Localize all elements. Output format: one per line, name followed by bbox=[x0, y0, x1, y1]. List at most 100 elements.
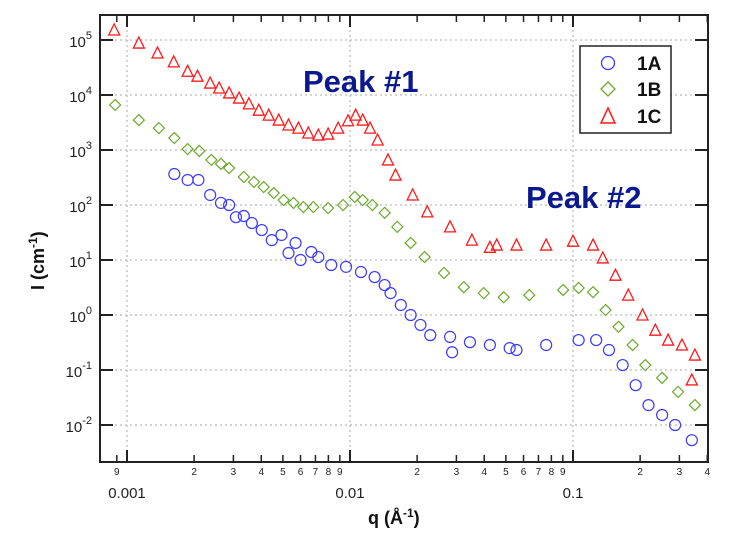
data-point-1a bbox=[223, 198, 236, 212]
axis-ticks: 0.001 0.01 0.19 2 3 4 5 6 7 8 9 2 3 4 5 6 7 8 9 2 3 410510410… bbox=[66, 15, 710, 502]
x-minor-tick-label: 7 bbox=[313, 467, 319, 478]
data-point-1b bbox=[497, 290, 511, 304]
data-point-1c bbox=[167, 54, 181, 68]
legend-label-1a: 1A bbox=[637, 54, 662, 75]
data-point-1c bbox=[291, 120, 305, 134]
data-point-1b bbox=[181, 142, 194, 156]
data-point-1b bbox=[378, 206, 391, 220]
data-point-1a bbox=[394, 298, 407, 312]
data-point-1a bbox=[572, 333, 585, 347]
data-point-1b bbox=[671, 385, 685, 399]
data-point-1c bbox=[688, 347, 702, 361]
data-point-1a bbox=[378, 278, 391, 292]
series-1c bbox=[107, 22, 702, 386]
data-point-1b bbox=[477, 286, 491, 300]
data-point-1c bbox=[311, 127, 325, 141]
data-point-1a bbox=[368, 270, 381, 284]
data-point-1c bbox=[675, 337, 689, 351]
data-point-1b bbox=[599, 303, 612, 317]
data-point-1c bbox=[190, 68, 205, 82]
data-point-1c bbox=[420, 204, 434, 218]
data-point-1a bbox=[255, 223, 268, 237]
data-point-1b bbox=[404, 236, 417, 250]
data-point-1a bbox=[424, 329, 437, 342]
data-point-1a bbox=[642, 399, 655, 412]
data-point-1a bbox=[685, 434, 698, 447]
data-point-1c bbox=[301, 125, 315, 139]
data-point-1c bbox=[621, 287, 635, 301]
data-point-1b bbox=[356, 193, 370, 207]
data-point-1c bbox=[232, 90, 246, 104]
data-point-1c bbox=[443, 219, 457, 233]
data-point-1b bbox=[586, 285, 600, 299]
plot-frame bbox=[99, 14, 709, 463]
data-point-1a bbox=[540, 338, 553, 352]
series-1b bbox=[108, 98, 702, 412]
data-point-1a bbox=[384, 287, 397, 300]
y-tick-label: 10-2 bbox=[66, 415, 92, 436]
data-point-1c bbox=[509, 237, 524, 251]
data-point-1b bbox=[222, 161, 236, 175]
data-point-1b bbox=[132, 113, 146, 127]
data-point-1a bbox=[229, 211, 243, 224]
y-tick-label: 101 bbox=[69, 250, 92, 271]
data-point-1b bbox=[366, 198, 379, 212]
data-point-1c bbox=[203, 75, 217, 89]
data-point-1a bbox=[404, 308, 417, 322]
data-point-1c bbox=[586, 237, 600, 251]
data-points bbox=[107, 22, 702, 447]
y-tick-label: 102 bbox=[69, 195, 92, 216]
data-point-1b bbox=[626, 338, 639, 352]
data-point-1b bbox=[556, 283, 570, 297]
data-point-1a bbox=[629, 379, 642, 392]
data-point-1a bbox=[214, 196, 228, 210]
data-point-1b bbox=[257, 180, 270, 194]
legend: 1A 1B 1C bbox=[579, 45, 672, 134]
data-point-1a bbox=[463, 336, 477, 349]
legend-marker-1c bbox=[599, 106, 617, 124]
data-point-1a bbox=[312, 250, 325, 264]
data-point-1c bbox=[252, 102, 266, 116]
x-tick-label: 0.1 bbox=[563, 485, 584, 502]
data-point-1a bbox=[168, 167, 181, 181]
y-tick-label: 105 bbox=[69, 30, 92, 51]
data-point-1c bbox=[465, 232, 479, 246]
data-point-1b bbox=[390, 220, 404, 234]
data-point-1a bbox=[443, 330, 457, 343]
data-point-1a bbox=[282, 246, 295, 260]
data-point-1c bbox=[321, 126, 335, 140]
data-point-1b bbox=[321, 201, 335, 215]
data-point-1c bbox=[262, 107, 276, 121]
data-point-1c bbox=[150, 45, 165, 59]
x-minor-tick-label: 2 bbox=[414, 467, 420, 478]
x-minor-tick-label: 3 bbox=[677, 467, 683, 478]
data-point-1b bbox=[108, 98, 122, 112]
y-tick-label: 10-1 bbox=[66, 360, 92, 381]
data-point-1b bbox=[307, 200, 320, 214]
data-point-1a bbox=[483, 338, 497, 352]
data-point-1b bbox=[457, 280, 471, 294]
x-minor-tick-label: 5 bbox=[280, 467, 286, 478]
x-tick-label: 0.01 bbox=[335, 485, 364, 502]
legend-label-1b: 1B bbox=[637, 80, 661, 101]
data-point-1b bbox=[336, 198, 350, 212]
data-point-1a bbox=[204, 188, 217, 202]
data-point-1a bbox=[192, 173, 205, 187]
data-point-1a bbox=[289, 236, 302, 250]
data-point-1b bbox=[572, 281, 585, 295]
data-point-1c bbox=[490, 237, 504, 251]
x-minor-tick-label: 8 bbox=[326, 467, 332, 478]
x-minor-tick-label: 3 bbox=[231, 467, 237, 478]
data-point-1b bbox=[214, 157, 228, 171]
legend-label-1c: 1C bbox=[637, 107, 662, 128]
x-axis-title: q (Å-1) bbox=[368, 506, 420, 528]
data-point-1b bbox=[437, 266, 451, 280]
data-point-1b bbox=[612, 320, 625, 334]
x-minor-tick-label: 7 bbox=[536, 467, 542, 478]
data-point-1c bbox=[107, 22, 121, 36]
data-point-1b bbox=[267, 186, 281, 200]
data-point-1b bbox=[152, 121, 166, 135]
legend-box bbox=[579, 45, 672, 134]
data-point-1a bbox=[446, 346, 459, 359]
x-minor-tick-label: 2 bbox=[191, 467, 197, 478]
